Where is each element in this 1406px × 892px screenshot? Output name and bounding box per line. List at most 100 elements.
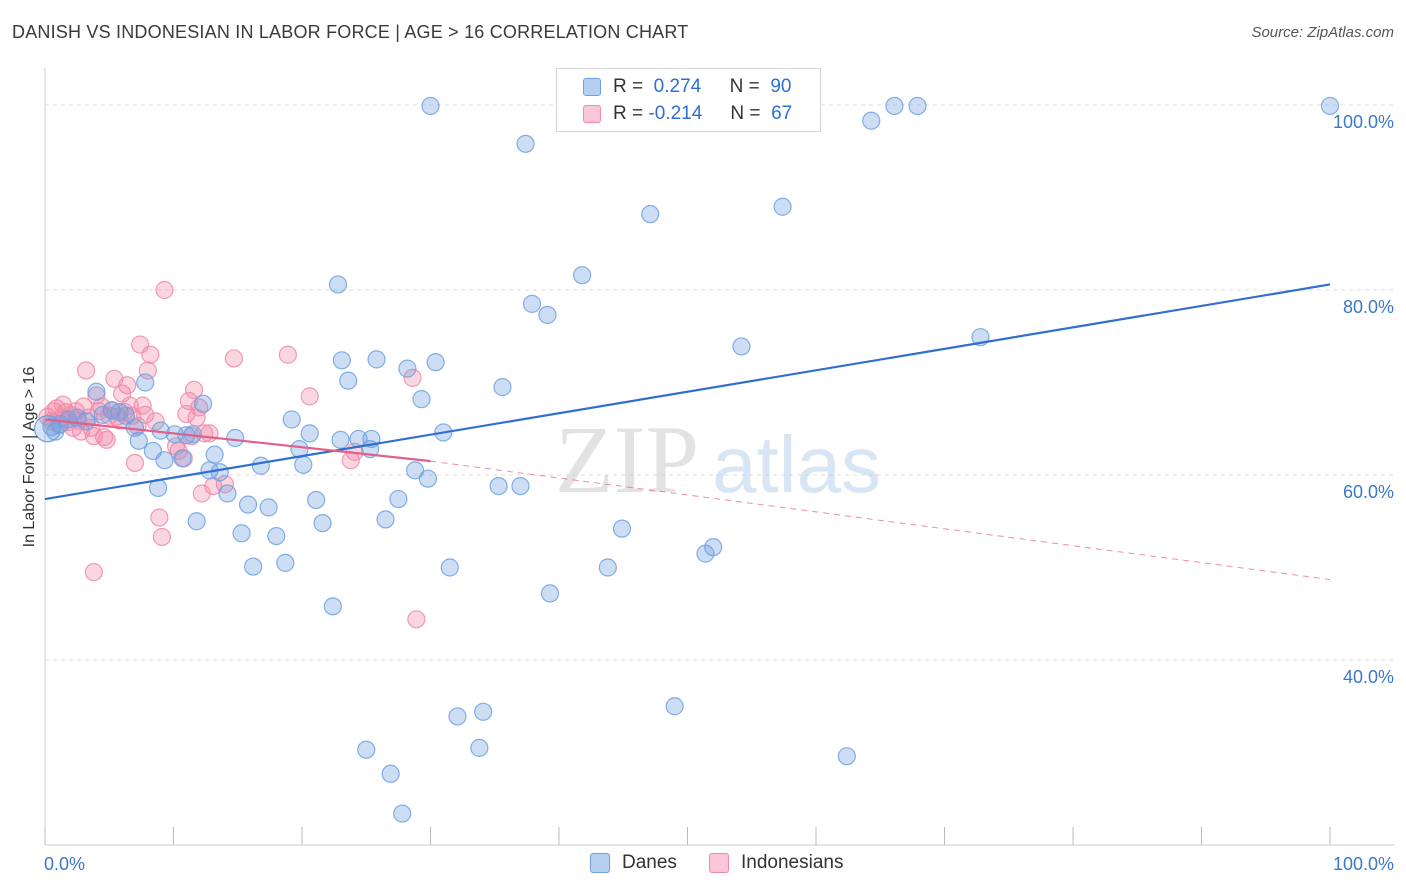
y-tick-label-80: 80.0%: [1343, 297, 1394, 317]
danes-point: [210, 463, 229, 482]
danes-point: [376, 510, 395, 529]
indonesians-point: [136, 405, 155, 424]
legend-row-danes: R = 0.274 N = 90: [583, 75, 791, 99]
danes-point: [474, 702, 493, 721]
grid-lines: [45, 104, 1395, 661]
indonesians-point: [125, 453, 145, 473]
danes-point: [307, 490, 326, 510]
y-axis-label: In Labor Force | Age > 16: [21, 367, 38, 548]
watermark: ZIP atlas: [555, 406, 881, 513]
indonesians-point: [77, 361, 96, 380]
danes-point: [522, 294, 542, 313]
danes-point: [259, 498, 278, 517]
danes-point: [267, 526, 286, 546]
axes: [44, 68, 1395, 846]
y-tick-labels: 100.0% 80.0% 60.0% 40.0%: [1333, 112, 1394, 687]
danes-point: [129, 431, 148, 450]
indonesians-n-label: N =: [730, 103, 761, 124]
indonesians-point: [184, 380, 204, 399]
indonesians-point: [200, 424, 219, 443]
danes-point: [33, 415, 62, 443]
danes-point: [238, 495, 258, 514]
danes-point: [398, 359, 417, 378]
danes-point: [421, 96, 440, 116]
danes-point: [116, 406, 136, 425]
danes-point: [598, 558, 617, 577]
danes-r-label: R =: [613, 76, 644, 97]
trend-lines: [44, 283, 1331, 581]
danes-point: [908, 96, 927, 116]
danes-point: [773, 197, 792, 216]
indonesians-point: [150, 508, 169, 527]
danes-point: [77, 412, 96, 431]
bottom-legend-indonesians: Indonesians: [709, 852, 843, 874]
danes-point: [173, 449, 192, 468]
danes-n-value: 90: [770, 76, 792, 97]
danes-point: [244, 557, 263, 576]
source-label: Source: ZipAtlas.com: [1251, 24, 1394, 41]
danes-point: [276, 553, 295, 572]
danes-point: [332, 351, 351, 370]
indonesians-point: [179, 391, 199, 411]
danes-points: [33, 96, 1340, 823]
danes-point: [540, 584, 560, 603]
danes-point: [367, 350, 386, 369]
danes-point: [282, 410, 301, 429]
danes-point: [323, 597, 342, 616]
danes-point: [331, 430, 350, 449]
indonesians-point: [146, 412, 165, 431]
danes-point: [59, 410, 78, 429]
indonesians-swatch: [583, 105, 601, 123]
indonesians-point: [97, 430, 116, 449]
danes-point: [641, 205, 660, 224]
danes-point: [193, 394, 213, 413]
danes-r-value: 0.274: [653, 76, 702, 97]
indonesians-legend-swatch: [709, 853, 729, 873]
danes-swatch: [583, 78, 601, 96]
indonesians-trend-extension: [430, 460, 1331, 581]
danes-point: [339, 371, 358, 390]
danes-point: [837, 747, 856, 766]
indonesians-n-value: 67: [771, 103, 793, 124]
indonesians-point: [407, 610, 426, 629]
danes-point: [155, 451, 174, 470]
indonesians-legend-label: Indonesians: [741, 852, 844, 873]
indonesians-point: [278, 345, 297, 364]
danes-point: [862, 111, 881, 130]
danes-point: [1320, 96, 1340, 116]
danes-point: [493, 378, 512, 397]
danes-point: [665, 697, 684, 716]
y-tick-label-40: 40.0%: [1343, 667, 1394, 687]
danes-point: [187, 512, 206, 531]
danes-point: [538, 305, 557, 325]
indonesians-point: [84, 563, 103, 582]
indonesians-r-value: -0.214: [648, 103, 703, 124]
y-tick-label-100: 100.0%: [1333, 112, 1394, 132]
danes-point: [393, 804, 412, 823]
legend-row-indonesians: R = -0.214 N = 67: [583, 102, 792, 126]
danes-point: [516, 134, 535, 153]
danes-point: [218, 484, 237, 503]
danes-point: [489, 477, 508, 496]
danes-point: [136, 373, 155, 392]
danes-point: [226, 428, 245, 448]
danes-point: [612, 519, 632, 538]
danes-point: [440, 558, 459, 577]
danes-point: [313, 513, 332, 533]
danes-point: [885, 96, 904, 116]
danes-trend-line: [44, 283, 1331, 501]
danes-point: [573, 266, 592, 285]
correlation-legend: R = 0.274 N = 90 R = -0.214 N = 67: [556, 68, 821, 132]
indonesians-trend-line: [44, 418, 431, 463]
indonesians-point: [152, 527, 172, 547]
chart-title: DANISH VS INDONESIAN IN LABOR FORCE | AG…: [12, 22, 689, 42]
indonesians-point: [95, 427, 114, 447]
y-tick-label-60: 60.0%: [1343, 482, 1394, 502]
danes-point: [294, 455, 313, 474]
x-tick-label-min: 0.0%: [44, 854, 85, 874]
danes-point: [328, 275, 348, 294]
danes-point: [704, 538, 723, 557]
indonesians-point: [141, 345, 160, 364]
indonesians-point: [403, 368, 422, 387]
watermark-zip: ZIP: [555, 406, 699, 513]
